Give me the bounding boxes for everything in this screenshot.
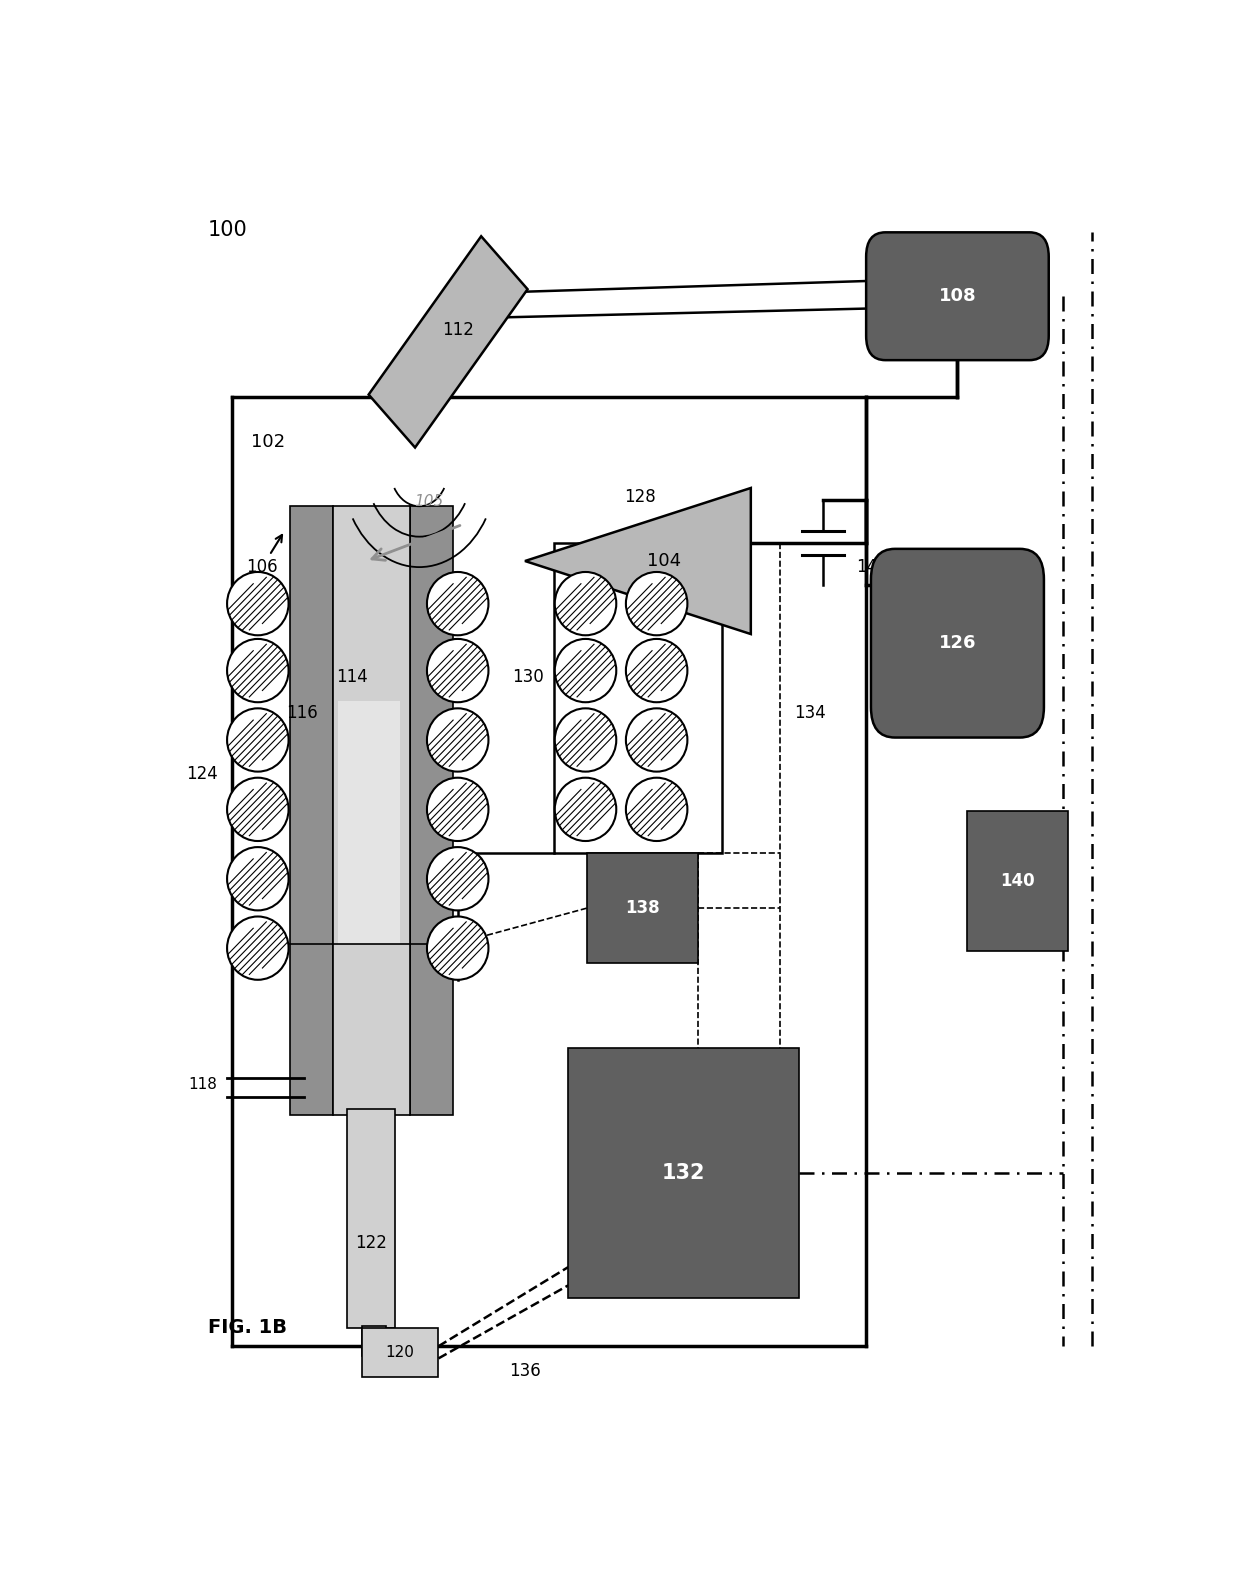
Text: 134: 134	[794, 704, 826, 723]
Ellipse shape	[227, 708, 289, 772]
Ellipse shape	[626, 708, 687, 772]
Text: 128: 128	[625, 489, 656, 506]
Ellipse shape	[427, 917, 489, 980]
Text: 120: 120	[386, 1345, 414, 1360]
Ellipse shape	[626, 778, 687, 841]
Text: 130: 130	[512, 667, 544, 686]
Ellipse shape	[554, 708, 616, 772]
Text: 114: 114	[336, 667, 368, 686]
Text: 118: 118	[188, 1077, 217, 1092]
Ellipse shape	[227, 917, 289, 980]
Ellipse shape	[626, 639, 687, 702]
Bar	[409, 506, 453, 1115]
Ellipse shape	[227, 572, 289, 636]
Bar	[332, 506, 409, 1115]
Text: 138: 138	[625, 900, 660, 917]
Text: 132: 132	[662, 1162, 706, 1183]
Ellipse shape	[427, 708, 489, 772]
Text: 140: 140	[1001, 871, 1035, 890]
Text: 116: 116	[286, 704, 317, 723]
FancyBboxPatch shape	[866, 232, 1049, 360]
Ellipse shape	[626, 572, 687, 636]
Ellipse shape	[554, 639, 616, 702]
Bar	[554, 542, 722, 854]
Ellipse shape	[554, 778, 616, 841]
Bar	[290, 506, 332, 1115]
Text: 126: 126	[939, 634, 976, 653]
Text: 100: 100	[208, 220, 248, 240]
Text: 106: 106	[247, 534, 281, 575]
Text: 136: 136	[510, 1363, 541, 1380]
Text: 112: 112	[441, 321, 474, 338]
Text: 122: 122	[356, 1233, 387, 1252]
Text: 124: 124	[186, 765, 217, 783]
Polygon shape	[368, 236, 527, 447]
Text: FIG. 1B: FIG. 1B	[208, 1319, 286, 1338]
Ellipse shape	[427, 778, 489, 841]
Text: 105: 105	[414, 493, 444, 509]
Ellipse shape	[227, 639, 289, 702]
Text: 108: 108	[939, 288, 976, 305]
FancyBboxPatch shape	[870, 549, 1044, 738]
Bar	[967, 811, 1068, 950]
Polygon shape	[525, 489, 751, 634]
Ellipse shape	[427, 847, 489, 911]
Bar	[568, 1048, 799, 1298]
Bar	[337, 700, 401, 944]
Ellipse shape	[227, 778, 289, 841]
Ellipse shape	[427, 572, 489, 636]
Text: 142: 142	[857, 558, 888, 575]
Ellipse shape	[554, 572, 616, 636]
Text: 102: 102	[250, 433, 285, 451]
Text: 104: 104	[647, 552, 682, 571]
Ellipse shape	[227, 847, 289, 911]
Ellipse shape	[427, 639, 489, 702]
Bar	[347, 1108, 396, 1328]
Bar	[362, 1328, 439, 1377]
Bar	[362, 1325, 386, 1356]
Bar	[588, 854, 698, 963]
